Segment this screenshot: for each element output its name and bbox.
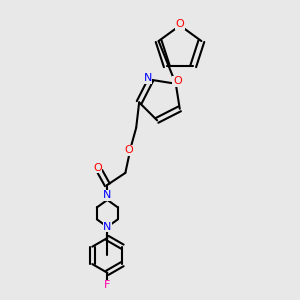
Text: F: F	[104, 280, 111, 290]
Text: O: O	[176, 19, 184, 29]
Text: N: N	[103, 190, 112, 200]
Text: O: O	[173, 76, 182, 86]
Text: N: N	[143, 73, 152, 83]
Text: N: N	[103, 222, 112, 232]
Text: O: O	[124, 146, 133, 155]
Text: O: O	[93, 163, 102, 173]
